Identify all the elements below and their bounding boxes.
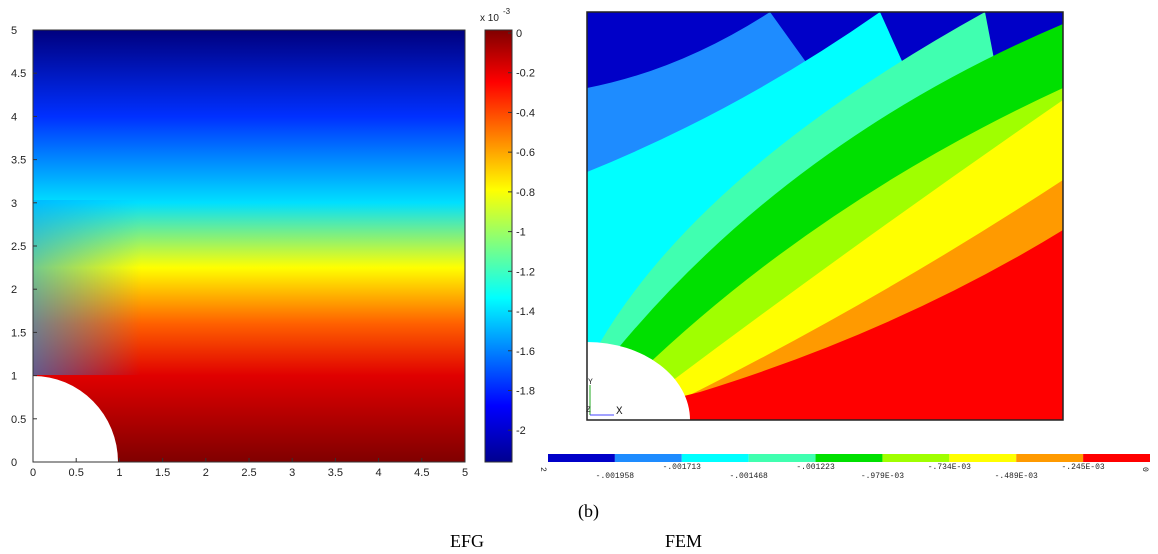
y-tick-label: 4.5: [11, 68, 26, 80]
colorbar-tick-label: -0.6: [516, 147, 535, 159]
legend-label: 0: [1140, 467, 1149, 472]
x-tick-label: 2.5: [241, 467, 256, 479]
legend-swatch: [815, 454, 883, 462]
caption: EFG: [450, 531, 484, 551]
y-tick-label: 2: [11, 284, 17, 296]
y-tick-label: 1.5: [11, 327, 26, 339]
legend-swatch: [548, 454, 615, 462]
colorbar-tick-label: -0.8: [516, 187, 535, 199]
colorbar-tick-label: 0: [516, 28, 522, 40]
legend-label: -.979E-03: [861, 472, 904, 481]
x-tick-label: 5: [462, 467, 468, 479]
y-tick-label: 0: [11, 457, 17, 469]
model-border: [586, 11, 1064, 421]
colorbar-tick-label: -1.4: [516, 306, 535, 318]
colorbar-tick-label: -1.8: [516, 385, 535, 397]
colorbar-tick-label: -1.6: [516, 346, 535, 358]
x-tick-label: 0.5: [69, 467, 84, 479]
contour-band: [587, 230, 1063, 420]
colorbar-tick-label: -0.2: [516, 68, 535, 80]
y-tick-label: 2.5: [11, 241, 26, 253]
legend-swatch: [681, 454, 749, 462]
colorbar-exponent: -3: [503, 7, 511, 16]
x-tick-label: 1.5: [155, 467, 170, 479]
x-tick-label: 1: [116, 467, 122, 479]
legend-swatch: [1016, 454, 1084, 462]
y-tick-label: 4: [11, 111, 17, 123]
legend-label: 2: [538, 467, 547, 472]
x-tick-label: 0: [30, 467, 36, 479]
legend-label: -.001468: [729, 472, 768, 481]
x-tick-label: 3: [289, 467, 295, 479]
legend-swatch: [748, 454, 816, 462]
triad-label: Y: [588, 378, 593, 387]
triad-label: X: [616, 406, 623, 418]
x-tick-label: 2: [203, 467, 209, 479]
y-tick-label: 5: [11, 25, 17, 37]
legend-swatch: [1083, 454, 1150, 462]
x-tick-label: 4: [376, 467, 382, 479]
legend-label: -.001958: [596, 472, 635, 481]
legend-label: -.245E-03: [1062, 463, 1105, 472]
colorbar-tick-label: -2: [516, 425, 526, 437]
colorbar-tick-label: -0.4: [516, 107, 535, 119]
legend-swatch: [882, 454, 950, 462]
y-tick-label: 1: [11, 371, 17, 383]
colorbar: [484, 29, 513, 463]
hole: [587, 342, 690, 420]
y-tick-label: 0.5: [11, 414, 26, 426]
field-shade: [33, 200, 465, 375]
legend-swatch: [614, 454, 682, 462]
triad-label: Z: [586, 406, 591, 415]
x-tick-label: 3.5: [328, 467, 343, 479]
fem-plot: Y Z X (b) 2 -.001958 -.001713 -.001468 -.001…: [538, 11, 1150, 522]
efg-plot: 0 0.5 1 1.5 2 2.5 3 3.5 4 4.5 5 0 0.5 1 1.5 2 2.5 3 3.5 4 4.…: [11, 7, 535, 479]
colorbar-tick-label: -1.2: [516, 266, 535, 278]
caption: FEM: [665, 531, 702, 551]
legend-label: -.001223: [796, 463, 835, 472]
colorbar-multiplier: x 10: [480, 13, 499, 24]
legend-label: -.734E-03: [928, 463, 971, 472]
legend-label: -.001713: [663, 463, 702, 472]
legend-swatch: [949, 454, 1017, 462]
x-tick-label: 4.5: [414, 467, 429, 479]
caption: (b): [578, 501, 599, 522]
hole: [33, 376, 118, 462]
y-tick-label: 3: [11, 198, 17, 210]
colorbar-tick-label: -1: [516, 227, 526, 239]
y-tick-label: 3.5: [11, 155, 26, 167]
legend-label: -.489E-03: [995, 472, 1038, 481]
